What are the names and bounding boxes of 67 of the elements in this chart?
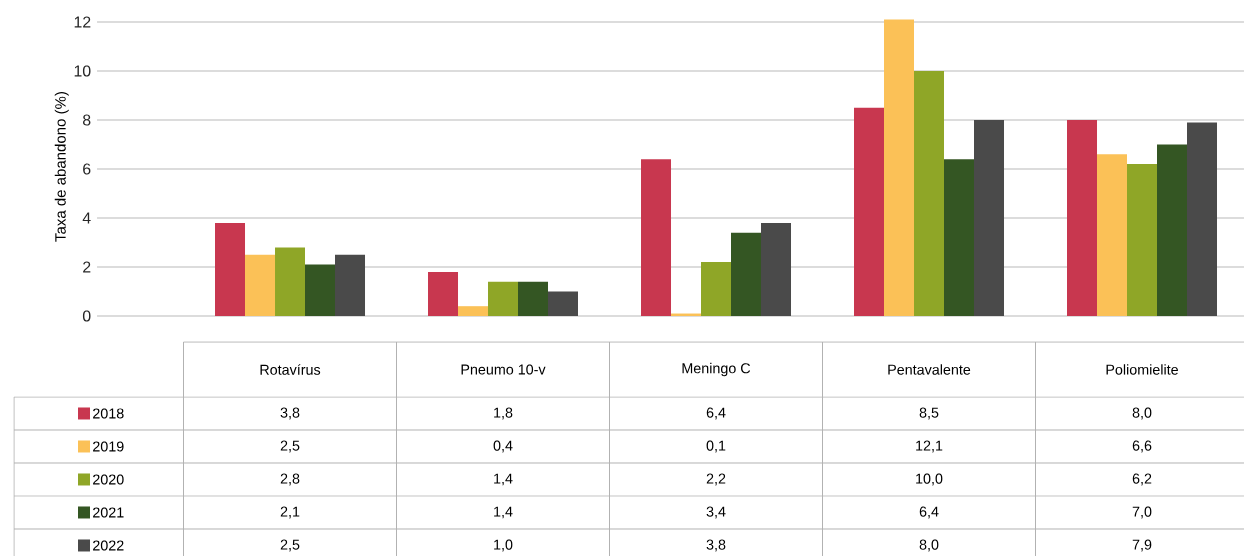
bar	[1097, 154, 1127, 316]
legend-label: 2020	[93, 474, 124, 485]
bar	[974, 119, 1005, 316]
data-label: 2,5	[280, 440, 300, 453]
legend-label: 2019	[93, 441, 124, 452]
bar	[641, 159, 672, 316]
data-label: 6,6	[1132, 440, 1152, 453]
bar	[305, 264, 336, 316]
data-label: 12,1	[916, 440, 943, 453]
x-tick-label: Pentavalente	[888, 364, 971, 375]
bar	[731, 232, 762, 316]
bar	[1157, 144, 1187, 316]
data-label: 6,4	[706, 407, 726, 420]
bar	[1187, 122, 1218, 316]
data-label: 2,2	[706, 473, 726, 486]
bar	[854, 107, 885, 316]
data-label: 3,4	[706, 506, 726, 519]
bar	[914, 70, 944, 316]
data-label: 2,8	[280, 473, 300, 486]
data-label: 3,8	[706, 539, 726, 552]
data-label: 10,0	[916, 473, 943, 486]
data-label: 8,0	[919, 539, 939, 552]
bar	[488, 281, 519, 316]
data-label: 6,4	[919, 506, 939, 519]
bar	[1067, 119, 1098, 316]
bar	[944, 159, 975, 316]
bar	[548, 291, 579, 316]
y-tick-label: 6	[83, 163, 91, 175]
x-tick-label: Meningo C	[682, 362, 751, 377]
bar	[245, 254, 276, 316]
bar	[701, 262, 732, 316]
y-axis-title: Taxa de abandono (%)	[54, 92, 69, 242]
data-label: 0,1	[706, 440, 726, 453]
y-tick-label: 12	[74, 16, 91, 28]
bar	[518, 281, 549, 316]
data-label: 8,0	[1132, 407, 1152, 420]
y-tick-label: 0	[82, 310, 91, 322]
x-tick-label: Poliomielite	[1106, 364, 1178, 375]
data-label: 2,1	[280, 506, 300, 519]
bar	[428, 271, 459, 316]
bar	[761, 222, 792, 316]
y-tick-label: 8	[83, 114, 91, 126]
bar	[275, 247, 306, 316]
bar	[335, 254, 366, 316]
data-label: 6,2	[1132, 473, 1152, 486]
legend-label: 2022	[93, 540, 124, 551]
data-label: 1,4	[494, 506, 513, 519]
x-tick-label: Pneumo 10-v	[461, 364, 546, 375]
bar	[458, 306, 489, 316]
y-tick-label: 2	[83, 261, 91, 273]
data-label: 8,5	[919, 407, 939, 420]
bar	[1127, 164, 1157, 316]
legend-label: 2018	[93, 408, 124, 419]
data-label: 1,4	[494, 473, 513, 486]
legend-label: 2021	[93, 507, 124, 518]
data-label: 7,0	[1132, 506, 1152, 519]
bar	[884, 19, 915, 316]
data-label: 0,4	[493, 440, 513, 453]
bar	[215, 222, 246, 316]
x-tick-label: Rotavírus	[260, 364, 321, 375]
data-label: 1,8	[494, 407, 513, 420]
y-tick-label: 10	[74, 65, 91, 77]
data-label: 3,8	[280, 407, 300, 420]
y-tick-label: 4	[82, 212, 91, 224]
data-label: 1,0	[494, 539, 513, 552]
data-label: 7,9	[1132, 539, 1152, 552]
data-label: 2,5	[280, 539, 300, 552]
